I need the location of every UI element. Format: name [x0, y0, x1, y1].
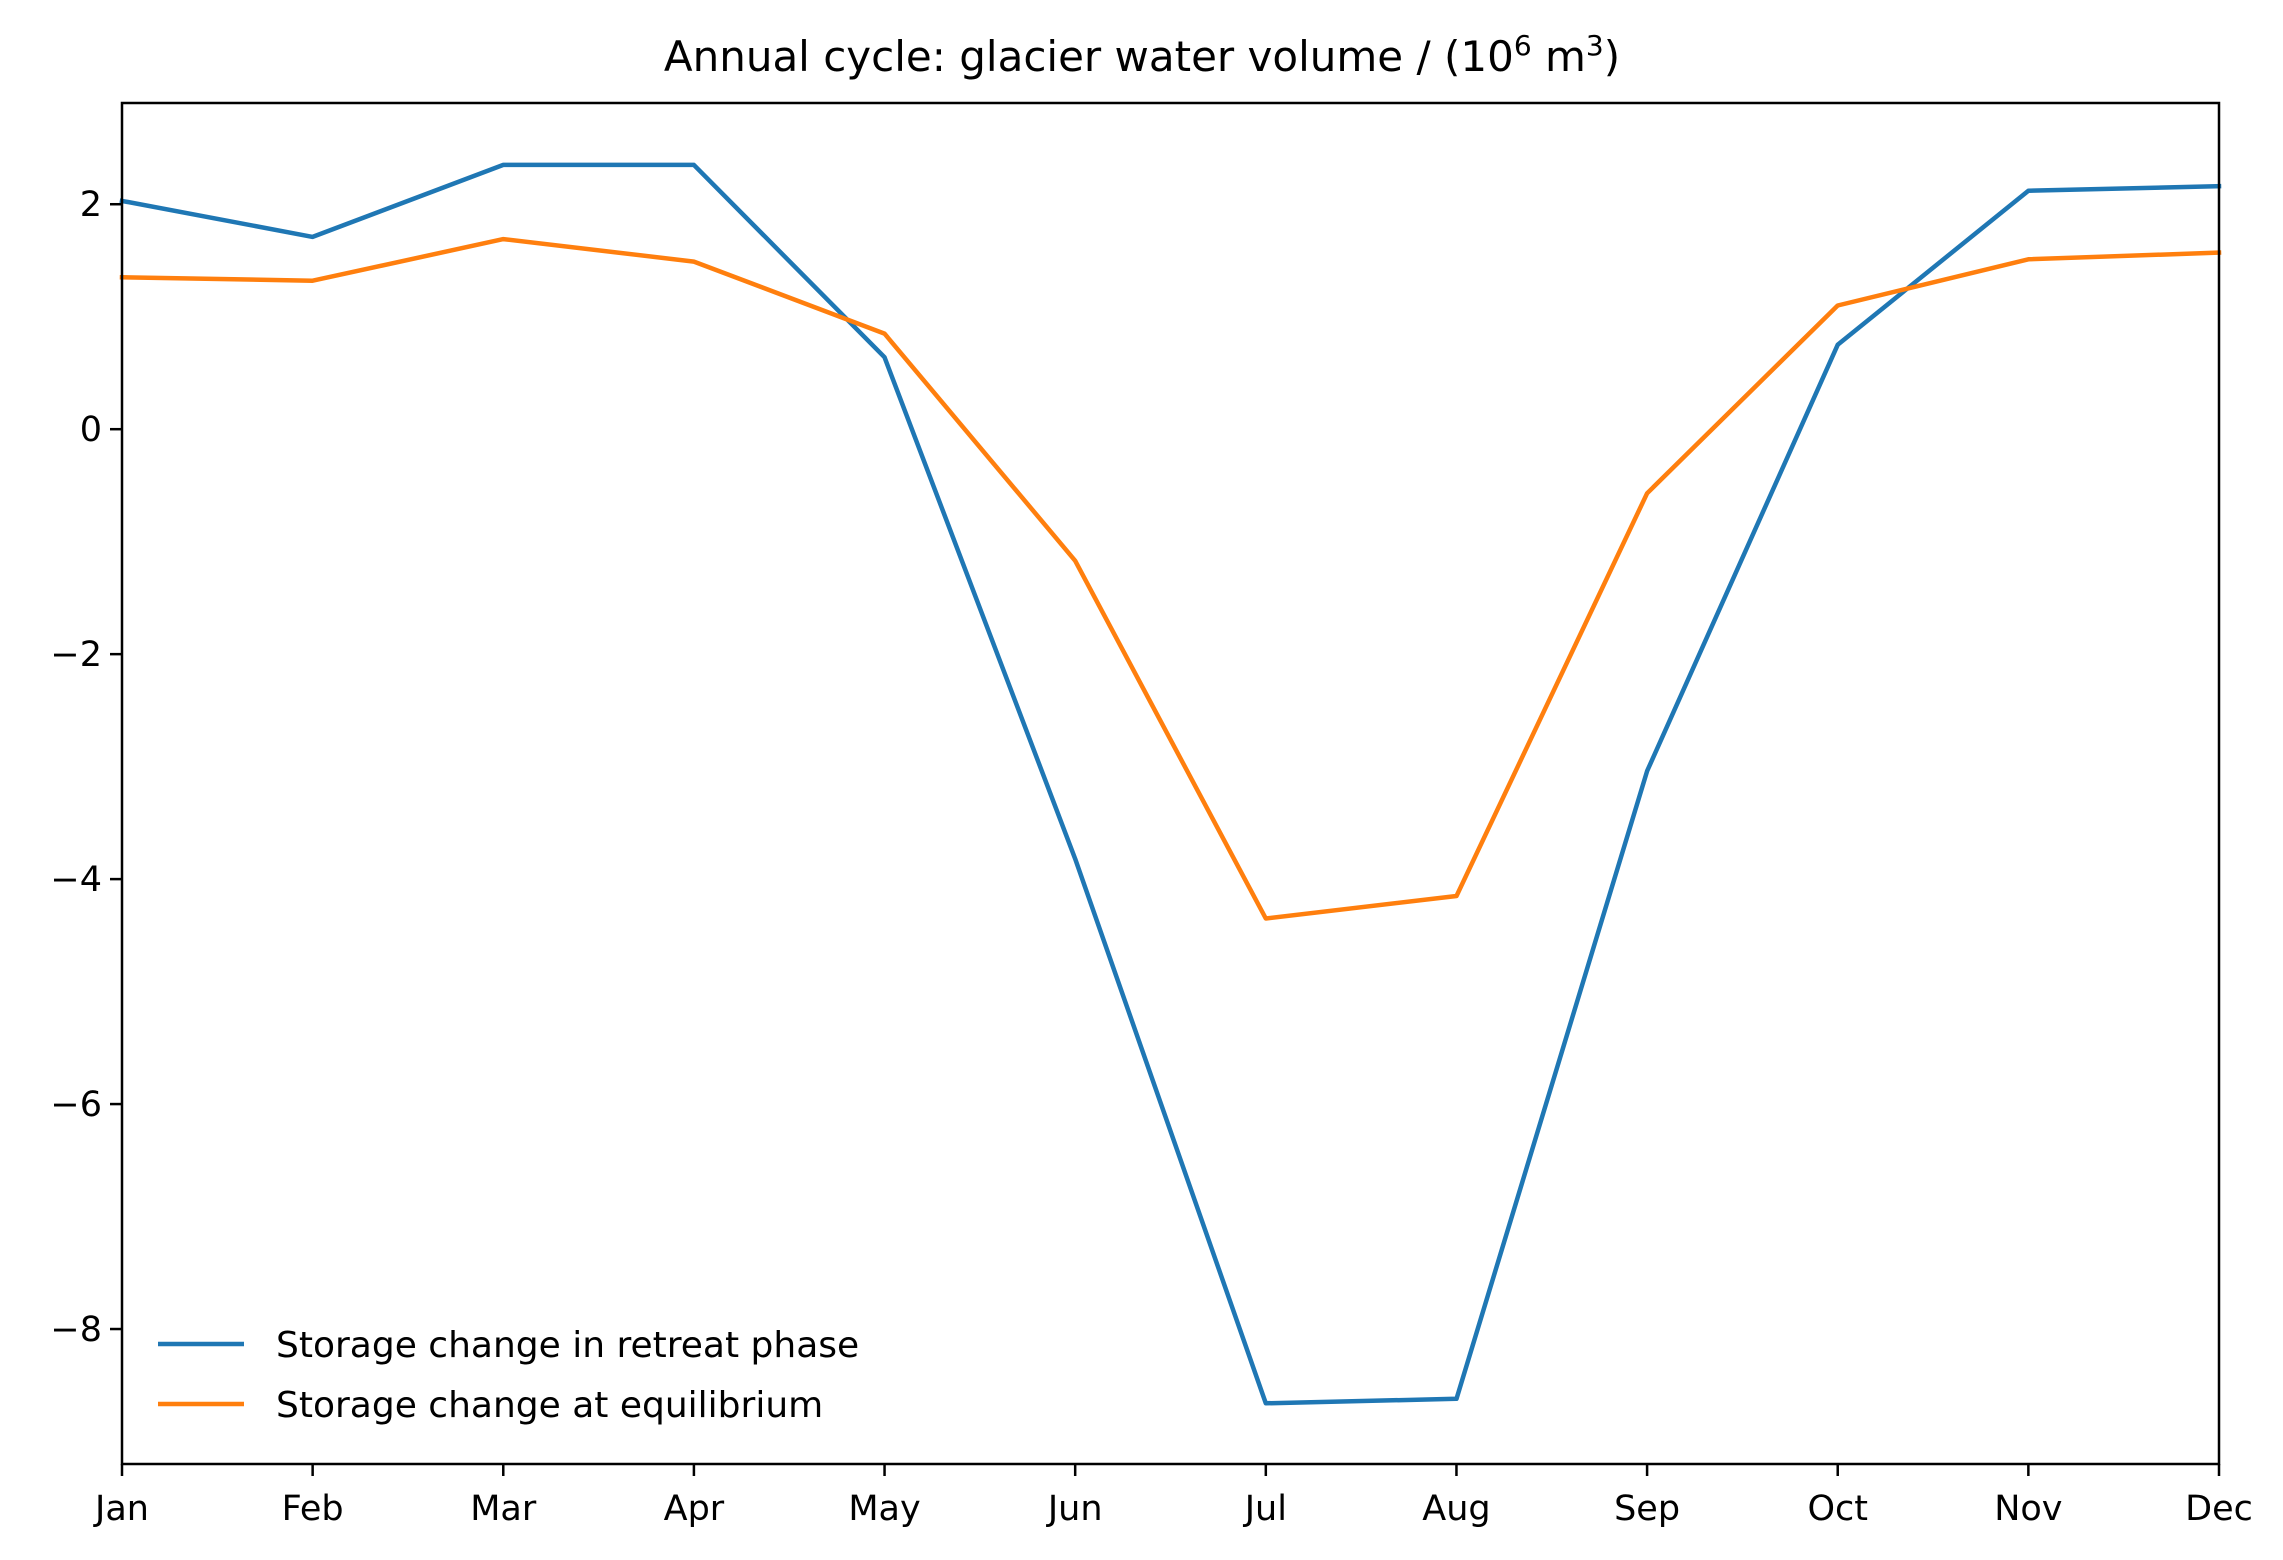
- plot-frame: [120, 101, 2221, 1466]
- x-tick-label-jan: Jan: [93, 1489, 149, 1529]
- legend-label-equilibrium: Storage change at equilibrium: [276, 1385, 823, 1426]
- x-tick-label-oct: Oct: [1807, 1489, 1868, 1529]
- x-tick-label-dec: Dec: [2185, 1489, 2253, 1529]
- y-tick-label-2: 2: [80, 185, 102, 225]
- y-tick-label--8: −8: [50, 1310, 102, 1350]
- y-tick-label-0: 0: [80, 410, 102, 450]
- legend: Storage change in retreat phase Storage …: [158, 1325, 859, 1426]
- x-tick-label-apr: Apr: [664, 1489, 725, 1529]
- y-tick-label--6: −6: [50, 1085, 102, 1125]
- series-line-retreat: [119, 162, 2222, 1406]
- legend-label-retreat: Storage change in retreat phase: [276, 1325, 859, 1366]
- x-tick-label-nov: Nov: [1994, 1489, 2062, 1529]
- chart-title: Annual cycle: glacier water volume / (10…: [664, 29, 1620, 81]
- series-layer: [119, 162, 2222, 1406]
- x-tick-label-sep: Sep: [1614, 1489, 1680, 1529]
- series-line-equilibrium: [119, 236, 2222, 921]
- x-tick-label-jun: Jun: [1046, 1489, 1103, 1529]
- x-tick-label-jul: Jul: [1243, 1489, 1287, 1529]
- y-tick-label--2: −2: [50, 635, 102, 675]
- x-axis: Jan Feb Mar Apr May Jun Jul Aug Sep Oct Nov Dec: [93, 1464, 2253, 1529]
- x-tick-label-aug: Aug: [1422, 1489, 1490, 1529]
- y-axis: 2 0 −2 −4 −6 −8: [50, 185, 122, 1350]
- y-tick-label--4: −4: [50, 860, 102, 900]
- x-tick-label-feb: Feb: [282, 1489, 344, 1529]
- x-tick-label-may: May: [848, 1489, 920, 1529]
- x-tick-label-mar: Mar: [470, 1489, 537, 1529]
